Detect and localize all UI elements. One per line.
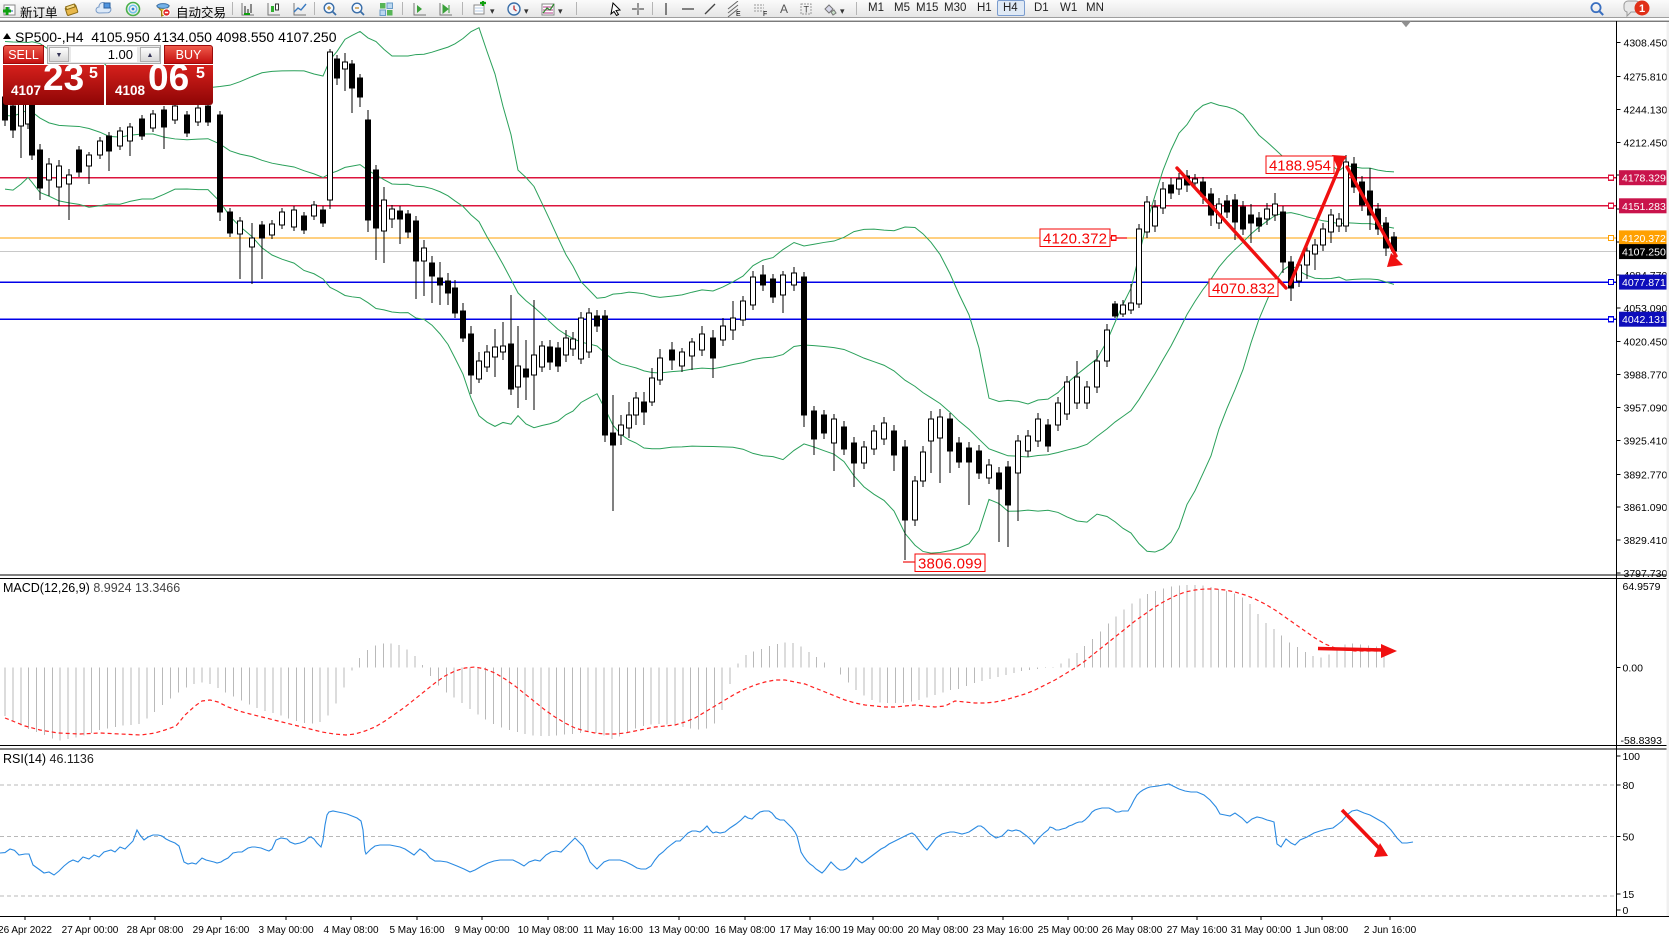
svg-text:RSI(14) 46.1136: RSI(14) 46.1136: [3, 752, 94, 766]
svg-text:0.00: 0.00: [1623, 663, 1644, 675]
svg-text:3861.090: 3861.090: [1624, 502, 1668, 514]
svg-text:20 May 08:00: 20 May 08:00: [908, 925, 969, 936]
svg-text:F: F: [763, 11, 767, 18]
svg-text:26 May 08:00: 26 May 08:00: [1102, 925, 1163, 936]
svg-text:4151.283: 4151.283: [1622, 201, 1666, 213]
svg-text:4212.450: 4212.450: [1624, 137, 1668, 149]
svg-text:27 Apr 00:00: 27 Apr 00:00: [62, 925, 119, 936]
svg-text:3988.770: 3988.770: [1624, 370, 1668, 382]
svg-text:17 May 16:00: 17 May 16:00: [780, 925, 841, 936]
svg-text:26 Apr 2022: 26 Apr 2022: [0, 925, 52, 936]
svg-text:19 May 00:00: 19 May 00:00: [843, 925, 904, 936]
svg-text:13 May 00:00: 13 May 00:00: [649, 925, 710, 936]
svg-text:2 Jun 16:00: 2 Jun 16:00: [1364, 925, 1417, 936]
svg-text:50: 50: [1623, 832, 1635, 844]
svg-text:23 May 16:00: 23 May 16:00: [973, 925, 1034, 936]
svg-text:28 Apr 08:00: 28 Apr 08:00: [127, 925, 184, 936]
svg-text:-58.8393: -58.8393: [1621, 735, 1663, 747]
svg-text:31 May 00:00: 31 May 00:00: [1231, 925, 1292, 936]
svg-text:4120.372: 4120.372: [1622, 233, 1666, 245]
svg-text:9 May 00:00: 9 May 00:00: [454, 925, 509, 936]
svg-text:4042.131: 4042.131: [1622, 314, 1666, 326]
svg-text:4 May 08:00: 4 May 08:00: [323, 925, 378, 936]
svg-text:0: 0: [1623, 905, 1629, 917]
svg-text:1: 1: [1639, 3, 1645, 15]
svg-text:10 May 08:00: 10 May 08:00: [518, 925, 579, 936]
svg-text:4120.372: 4120.372: [1043, 231, 1107, 248]
svg-text:4107.250: 4107.250: [1622, 247, 1666, 259]
svg-text:29 Apr 16:00: 29 Apr 16:00: [193, 925, 250, 936]
svg-text:4244.130: 4244.130: [1624, 104, 1668, 116]
svg-text:MACD(12,26,9) 8.9924 13.3466: MACD(12,26,9) 8.9924 13.3466: [3, 581, 180, 595]
svg-text:3797.730: 3797.730: [1624, 568, 1668, 580]
svg-text:4188.954: 4188.954: [1269, 158, 1331, 175]
svg-text:3892.770: 3892.770: [1624, 469, 1668, 481]
svg-text:4070.832: 4070.832: [1212, 281, 1275, 298]
svg-text:11 May 16:00: 11 May 16:00: [583, 925, 643, 936]
svg-text:25 May 00:00: 25 May 00:00: [1038, 925, 1099, 936]
svg-text:3957.090: 3957.090: [1624, 403, 1668, 415]
svg-text:64.9579: 64.9579: [1623, 581, 1661, 593]
svg-text:3829.410: 3829.410: [1624, 535, 1668, 547]
svg-text:3925.410: 3925.410: [1624, 435, 1668, 447]
svg-text:4275.810: 4275.810: [1624, 72, 1668, 84]
svg-text:4077.871: 4077.871: [1622, 277, 1666, 289]
svg-text:E: E: [736, 11, 741, 18]
svg-text:1 Jun 08:00: 1 Jun 08:00: [1296, 925, 1349, 936]
svg-text:27 May 16:00: 27 May 16:00: [1167, 925, 1228, 936]
svg-text:3 May 00:00: 3 May 00:00: [258, 925, 313, 936]
svg-text:15: 15: [1623, 889, 1635, 901]
svg-text:4308.450: 4308.450: [1624, 38, 1668, 50]
svg-text:4178.329: 4178.329: [1622, 173, 1666, 185]
svg-text:5 May 16:00: 5 May 16:00: [389, 925, 444, 936]
svg-text:SP500-,H4 4105.950 4134.050 4: SP500-,H4 4105.950 4134.050 4098.550 410…: [15, 29, 337, 45]
svg-text:80: 80: [1623, 780, 1635, 792]
svg-text:3806.099: 3806.099: [918, 556, 982, 573]
svg-text:100: 100: [1623, 751, 1641, 763]
svg-text:4020.450: 4020.450: [1624, 337, 1668, 349]
svg-text:T: T: [804, 5, 810, 15]
svg-text:16 May 08:00: 16 May 08:00: [715, 925, 776, 936]
